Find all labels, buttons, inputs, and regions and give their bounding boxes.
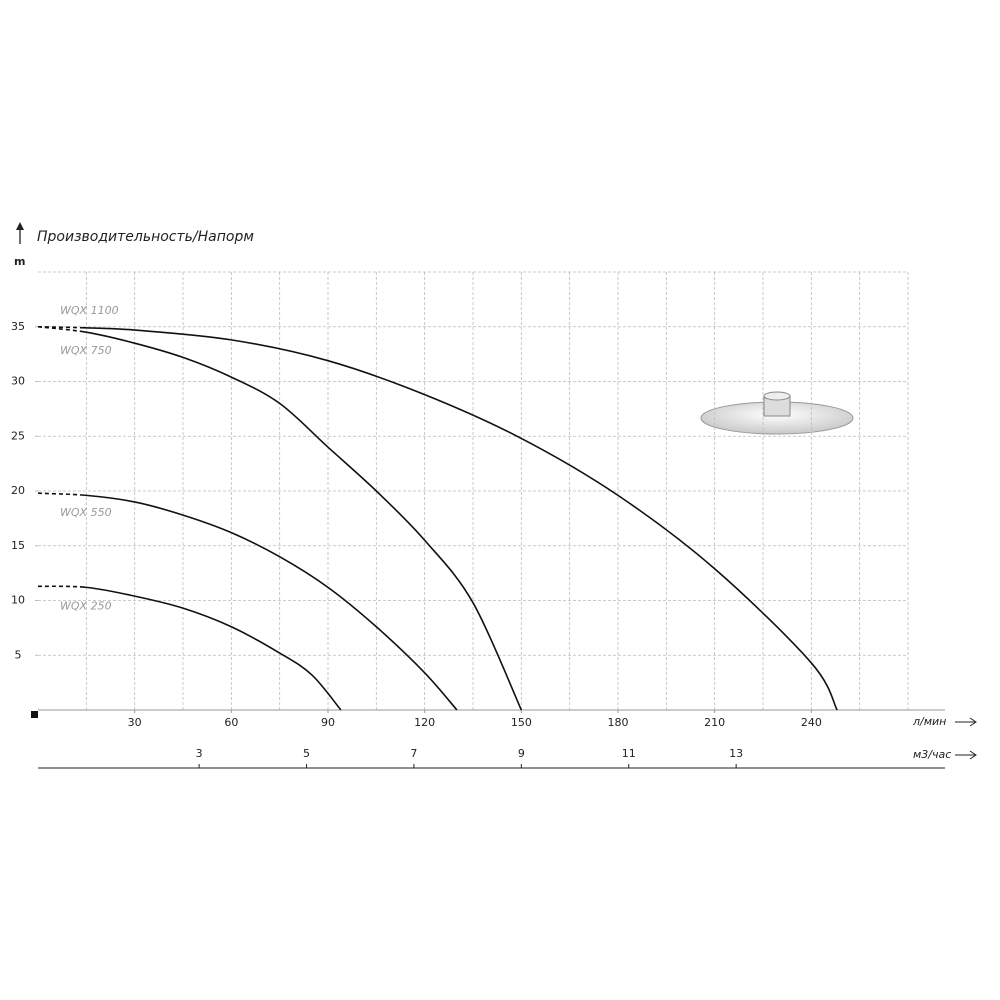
series-label: WQX 550 bbox=[60, 506, 112, 519]
y-tick-label: 5 bbox=[15, 648, 22, 661]
y-tick-label: 10 bbox=[11, 594, 25, 607]
x2-tick-label: 7 bbox=[410, 747, 417, 760]
x-tick-label: 210 bbox=[704, 716, 725, 729]
y-tick-label: 20 bbox=[11, 484, 25, 497]
x-axis-label: л/мин bbox=[912, 715, 946, 728]
x-tick-label: 30 bbox=[128, 716, 142, 729]
curve bbox=[37, 492, 458, 711]
origin-marker bbox=[31, 711, 38, 718]
x2-arrow bbox=[955, 750, 977, 760]
x-tick-label: 120 bbox=[414, 716, 435, 729]
series-label: WQX 750 bbox=[60, 344, 112, 357]
y-tick-label: 30 bbox=[11, 375, 25, 388]
x-tick-label: 90 bbox=[321, 716, 335, 729]
y-axis-label: m bbox=[14, 255, 25, 268]
chart-title: Производительность/Напорм bbox=[37, 229, 254, 245]
x2-tick-label: 5 bbox=[303, 747, 310, 760]
x-tick-label: 180 bbox=[608, 716, 629, 729]
curve bbox=[37, 585, 342, 711]
series-label: WQX 250 bbox=[60, 599, 112, 612]
curve bbox=[37, 325, 838, 711]
x-tick-label: 150 bbox=[511, 716, 532, 729]
y-tick-label: 15 bbox=[11, 539, 25, 552]
x2-tick-label: 13 bbox=[729, 747, 743, 760]
x-tick-label: 240 bbox=[801, 716, 822, 729]
y-tick-label: 35 bbox=[11, 320, 25, 333]
x2-axis-label: м3/час bbox=[913, 748, 951, 761]
series-label: WQX 1100 bbox=[60, 304, 119, 317]
x2-tick-label: 9 bbox=[518, 747, 525, 760]
curve bbox=[37, 325, 523, 711]
pump-image bbox=[700, 391, 854, 435]
x2-tick-label: 11 bbox=[622, 747, 636, 760]
y-arrow-head bbox=[16, 222, 24, 230]
x-arrow bbox=[955, 717, 977, 727]
x-tick-label: 60 bbox=[224, 716, 238, 729]
x2-tick-label: 3 bbox=[196, 747, 203, 760]
y-tick-label: 25 bbox=[11, 429, 25, 442]
